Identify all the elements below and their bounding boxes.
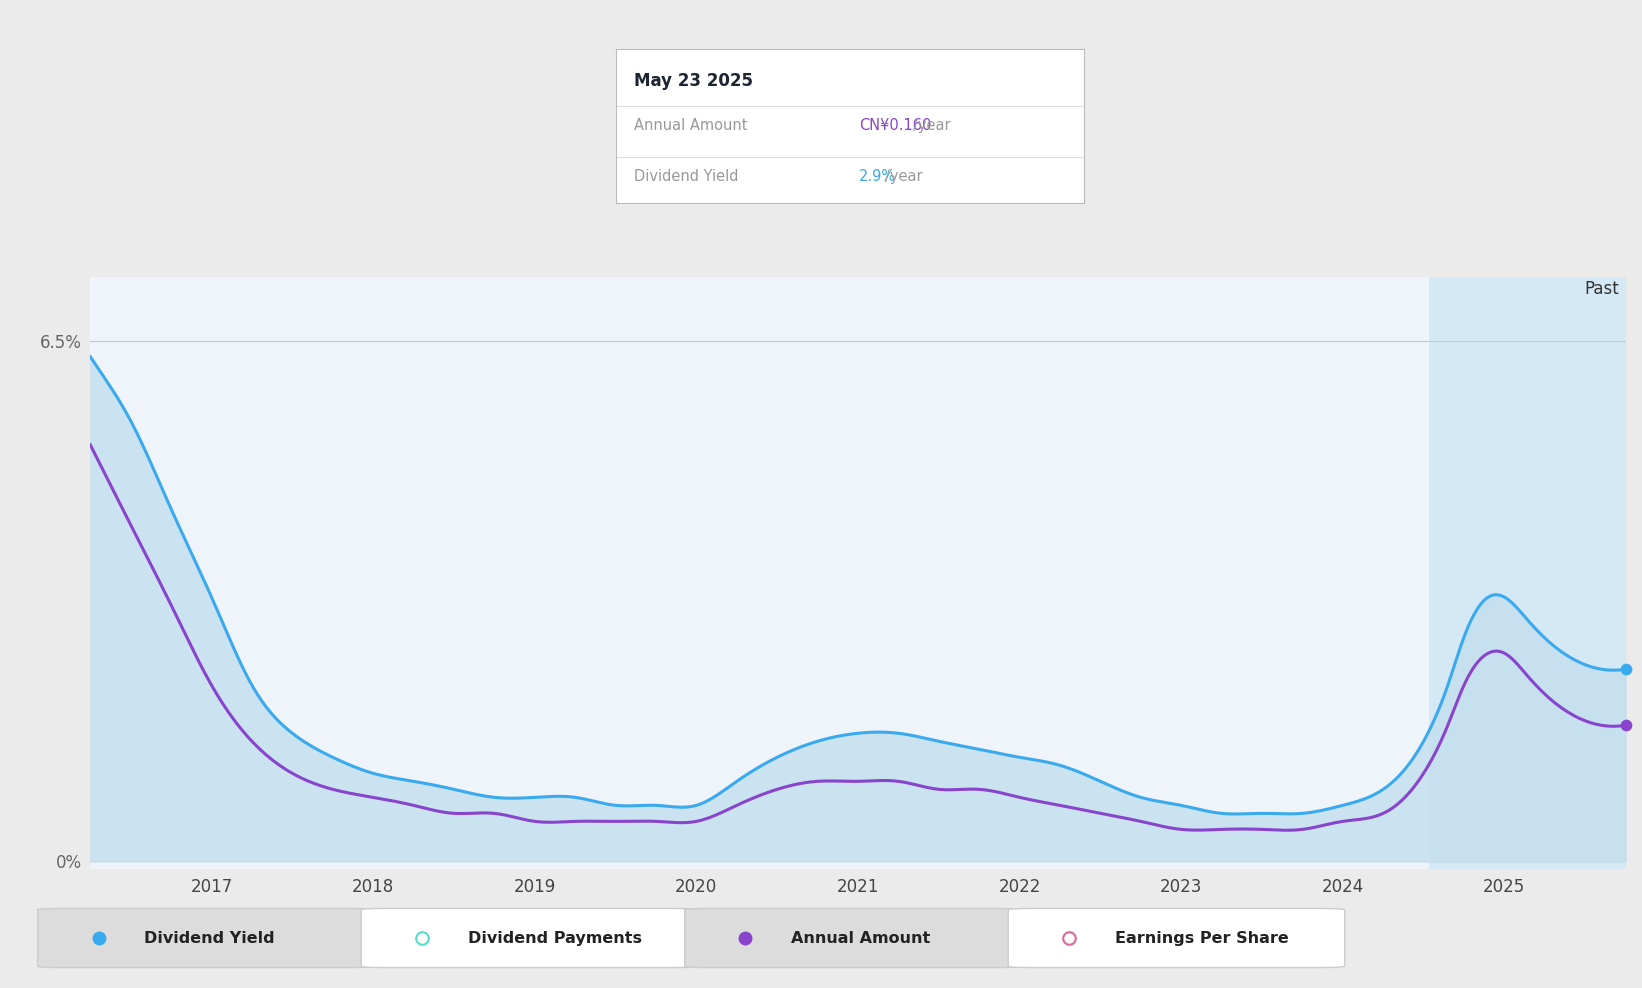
FancyBboxPatch shape: [1008, 908, 1345, 967]
Text: /year: /year: [885, 169, 923, 184]
Text: Annual Amount: Annual Amount: [634, 119, 749, 133]
Text: Past: Past: [1585, 280, 1619, 297]
Bar: [1429, 277, 1626, 869]
Point: [1612, 717, 1639, 733]
FancyBboxPatch shape: [685, 908, 1021, 967]
FancyBboxPatch shape: [38, 908, 374, 967]
Text: Dividend Payments: Dividend Payments: [468, 931, 642, 946]
Text: Earnings Per Share: Earnings Per Share: [1115, 931, 1289, 946]
FancyBboxPatch shape: [361, 908, 698, 967]
Text: 2.9%: 2.9%: [859, 169, 897, 184]
Text: Dividend Yield: Dividend Yield: [144, 931, 276, 946]
Text: May 23 2025: May 23 2025: [634, 72, 754, 90]
Text: /year: /year: [913, 119, 951, 133]
Point: [1612, 661, 1639, 677]
Text: Annual Amount: Annual Amount: [791, 931, 931, 946]
Text: Dividend Yield: Dividend Yield: [634, 169, 739, 184]
Text: CN¥0.160: CN¥0.160: [859, 119, 931, 133]
